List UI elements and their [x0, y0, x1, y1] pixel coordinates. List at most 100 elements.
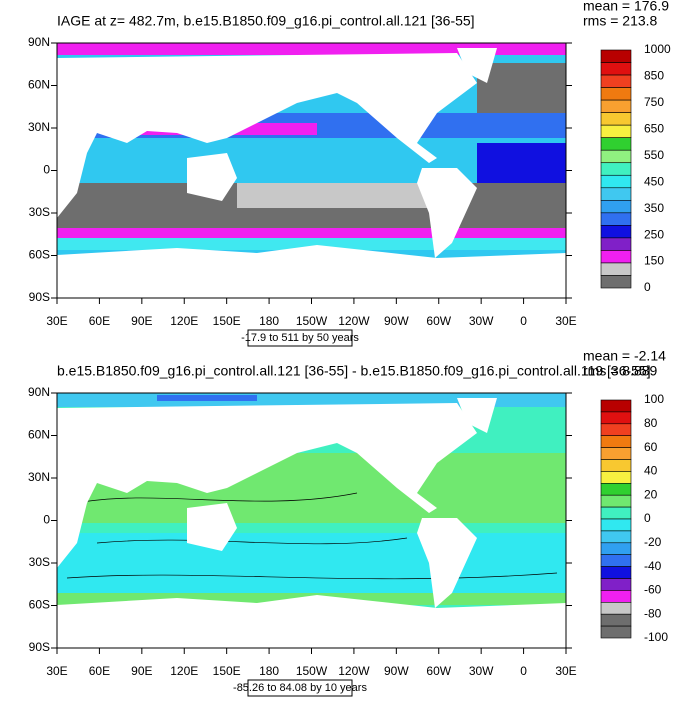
lat-label: 60N [28, 428, 50, 442]
colorbar-box [600, 625, 632, 639]
colorbar-box [600, 506, 632, 520]
lat-label: 0 [43, 513, 50, 527]
lon-label: 60E [89, 314, 110, 328]
colorbar-box [600, 482, 632, 496]
colorbar-label: 250 [644, 227, 664, 241]
lon-label: 30W [469, 664, 494, 678]
colorbar-box [600, 62, 632, 76]
lon-label: 90E [131, 664, 152, 678]
lat-label: 60S [29, 248, 50, 262]
colorbar-label: -20 [644, 535, 662, 549]
lon-label: 180 [259, 664, 279, 678]
range-box [247, 329, 353, 347]
lat-label: 90N [28, 35, 50, 49]
lat-label: 60N [28, 78, 50, 92]
lon-label: 30E [46, 664, 67, 678]
colorbar-label: 20 [644, 487, 658, 501]
stat-label: rms = 213.8 [583, 13, 658, 29]
lat-label: 30N [28, 120, 50, 134]
lon-label: 90W [384, 314, 409, 328]
colorbar-box [600, 423, 632, 436]
colorbar-box [600, 49, 632, 63]
colorbar-label: 0 [644, 511, 651, 525]
colorbar-label: 450 [644, 174, 664, 188]
colorbar-label: -80 [644, 606, 662, 620]
colorbar-box [600, 112, 632, 126]
colorbar-label: 550 [644, 148, 664, 162]
colorbar-box [600, 542, 632, 555]
lon-label: 60E [89, 664, 110, 678]
colorbar-box [600, 447, 632, 460]
stat-label: rms = 8.889 [583, 363, 658, 379]
lon-label: 120W [338, 664, 370, 678]
colorbar-label: 350 [644, 201, 664, 215]
lon-label: 90E [131, 314, 152, 328]
colorbar-box [600, 399, 632, 413]
colorbar-box [600, 613, 632, 627]
lon-label: 150E [213, 664, 241, 678]
lon-label: 120E [170, 314, 198, 328]
colorbar-box [600, 87, 632, 101]
colorbar-box [600, 212, 632, 226]
colorbar-box [600, 411, 632, 425]
colorbar-box [600, 518, 632, 532]
lon-label: 0 [520, 314, 527, 328]
lon-label: 60W [426, 664, 451, 678]
colorbar-label: 60 [644, 440, 658, 454]
lat-label: 0 [43, 163, 50, 177]
colorbar-label: 0 [644, 280, 651, 294]
lon-label: 120E [170, 664, 198, 678]
colorbar-label: 150 [644, 254, 664, 268]
colorbar-box [600, 262, 632, 276]
lon-label: 150W [296, 314, 328, 328]
colorbar-box [600, 590, 632, 603]
colorbar-box [600, 149, 632, 164]
range-label: -17.9 to 511 by 50 years [241, 332, 359, 344]
colorbar-box [600, 435, 632, 448]
stat-label: mean = 176.9 [583, 0, 669, 14]
colorbar-box [600, 601, 632, 615]
lon-label: 180 [259, 314, 279, 328]
colorbar-box [600, 200, 632, 214]
colorbar-label: 750 [644, 95, 664, 109]
lon-label: 30E [555, 664, 576, 678]
colorbar-box [600, 459, 632, 472]
colorbar-box [600, 494, 632, 508]
colorbar-box [600, 237, 632, 251]
colorbar-box [600, 250, 632, 264]
colorbar-label: -40 [644, 559, 662, 573]
range-box [247, 679, 353, 697]
colorbar-label: 100 [644, 392, 664, 406]
colorbar-box [600, 187, 632, 201]
colorbar-box [600, 124, 632, 138]
colorbar-label: 40 [644, 464, 658, 478]
colorbar-box [600, 225, 632, 239]
lon-label: 60W [426, 314, 451, 328]
colorbar-label: 1000 [644, 42, 671, 56]
colorbar-box [600, 578, 632, 591]
colorbar-box [600, 99, 632, 113]
range-label: -85.26 to 84.08 by 10 years [233, 682, 367, 694]
colorbar-box [600, 471, 632, 484]
lon-label: 90W [384, 664, 409, 678]
colorbar-box [600, 566, 632, 579]
panel-title: IAGE at z= 482.7m, b.e15.B1850.f09_g16.p… [57, 13, 475, 29]
lon-label: 30E [46, 314, 67, 328]
lon-label: 0 [520, 664, 527, 678]
panel [56, 392, 567, 649]
lon-label: 150W [296, 664, 328, 678]
colorbar-box [600, 137, 632, 151]
lon-label: 150E [213, 314, 241, 328]
colorbar-label: 80 [644, 416, 658, 430]
colorbar-label: 650 [644, 122, 664, 136]
stat-label: mean = -2.14 [583, 348, 666, 364]
colorbar-box [600, 174, 632, 189]
colorbar-box [600, 74, 632, 88]
lat-label: 90N [28, 385, 50, 399]
colorbar-box [600, 162, 632, 176]
colorbar-box [600, 554, 632, 567]
colorbar-box [600, 275, 632, 289]
lat-label: 30S [29, 205, 50, 219]
panel [56, 42, 567, 299]
